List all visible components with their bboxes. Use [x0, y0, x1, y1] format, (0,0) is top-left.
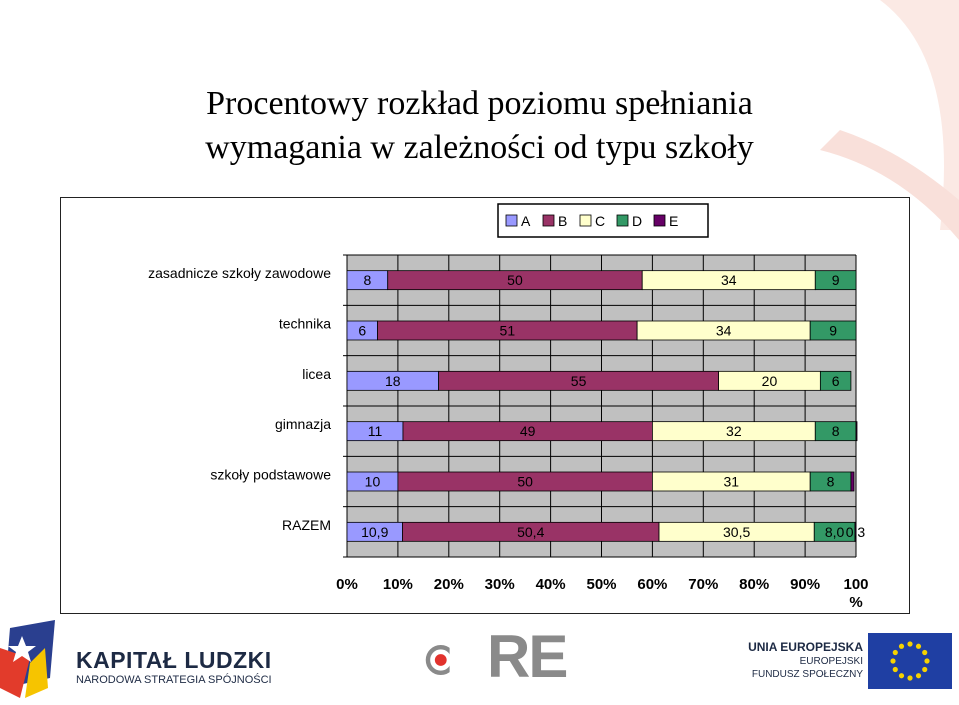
eu-label: UNIA EUROPEJSKA EUROPEJSKI FUNDUSZ SPOŁE… — [748, 640, 863, 681]
eu-star — [922, 649, 928, 656]
eu-line-3: FUNDUSZ SPOŁECZNY — [751, 669, 863, 680]
eu-star — [898, 673, 905, 679]
category-label: technika — [279, 316, 331, 332]
eu-star — [898, 643, 905, 649]
x-tick-label: 10% — [383, 576, 413, 593]
legend-swatch-c — [579, 214, 592, 227]
title-line-2: wymagania w zależności od typu szkoły — [205, 129, 754, 166]
category-label: zasadnicze szkoły zawodowe — [148, 265, 331, 281]
legend-label-e: E — [669, 213, 678, 229]
eu-star — [907, 641, 913, 647]
data-label: 32 — [726, 423, 742, 439]
data-label: 31 — [724, 474, 740, 490]
bar-segment-e — [850, 471, 855, 492]
legend-swatch-a — [505, 214, 518, 227]
data-label: 51 — [500, 323, 516, 339]
ore-logo-text: RE — [487, 623, 568, 690]
data-label: 49 — [520, 423, 536, 439]
data-label: 50 — [507, 272, 523, 288]
data-label: 11 — [368, 423, 383, 439]
x-tick-label: 60% — [637, 576, 667, 593]
data-label: 6 — [832, 373, 840, 389]
eu-line-1: UNIA EUROPEJSKA — [748, 640, 863, 654]
x-tick-label: 90% — [790, 576, 820, 593]
data-label: 9 — [832, 272, 840, 288]
data-label: 0,3 — [846, 524, 866, 540]
data-label: 9 — [829, 323, 837, 339]
eu-flag-icon — [868, 633, 952, 689]
legend-swatch-e — [653, 214, 666, 227]
x-tick-label: 50% — [586, 576, 616, 593]
legend-label-b: B — [558, 213, 567, 229]
legend-box — [497, 203, 709, 238]
x-tick-label: 100 — [843, 576, 868, 593]
data-label: 34 — [721, 272, 737, 288]
x-tick-label: 80% — [739, 576, 769, 593]
kapital-ludzki-logo — [0, 620, 55, 698]
eu-star — [922, 666, 928, 673]
category-label: gimnazja — [275, 416, 331, 432]
category-label: RAZEM — [282, 517, 331, 533]
legend-swatch-b — [542, 214, 555, 227]
legend-swatch-d — [616, 214, 629, 227]
x-tick-label: 20% — [434, 576, 464, 593]
data-label: 8,0 — [825, 524, 845, 540]
chart-frame: 8 50 34 9 zasadnicze szkoły zawodowe 6 51 34 9 te… — [60, 197, 910, 614]
kapital-ludzki-subtitle: NARODOWA STRATEGIA SPÓJNOŚCI — [76, 674, 272, 686]
data-label: 18 — [385, 373, 401, 389]
legend-label-d: D — [632, 213, 642, 229]
eu-star — [890, 658, 896, 664]
data-label: 50,4 — [517, 524, 544, 540]
bar-segment-d — [814, 270, 857, 291]
eu-star — [892, 666, 898, 673]
eu-star — [892, 649, 898, 656]
data-label: 10,9 — [361, 524, 388, 540]
x-tick-label: 70% — [688, 576, 718, 593]
eu-star — [907, 675, 913, 681]
data-label: 55 — [571, 373, 587, 389]
title-line-1: Procentowy rozkład poziomu spełniania — [206, 85, 753, 122]
x-tick-label: 0% — [336, 576, 358, 593]
data-label: 8 — [827, 474, 835, 490]
legend-label-c: C — [595, 213, 605, 229]
eu-star — [915, 643, 922, 649]
data-label: 50 — [517, 474, 533, 490]
data-label: 20 — [762, 373, 778, 389]
data-label: 8 — [363, 272, 371, 288]
eu-star — [924, 658, 930, 664]
data-label: 10 — [365, 474, 381, 490]
bar-segment-d — [819, 370, 852, 391]
ore-logo-mark — [425, 644, 457, 676]
category-label: licea — [302, 366, 331, 382]
x-tick-label-suffix: % — [849, 594, 862, 611]
data-label: 8 — [832, 423, 840, 439]
kapital-ludzki-title: KAPITAŁ LUDZKI — [76, 647, 272, 673]
data-label: 6 — [358, 323, 366, 339]
data-label: 34 — [716, 323, 732, 339]
stacked-bar-chart: 8 50 34 9 zasadnicze szkoły zawodowe 6 51 34 9 te… — [148, 203, 869, 611]
bar-segment-d — [809, 320, 857, 341]
x-tick-label: 30% — [485, 576, 515, 593]
category-label: szkoły podstawowe — [210, 467, 331, 483]
bar-segment-e — [855, 421, 858, 442]
data-label: 30,5 — [723, 524, 750, 540]
eu-line-2: EUROPEJSKI — [799, 656, 863, 667]
eu-star — [915, 673, 922, 679]
x-tick-label: 40% — [536, 576, 566, 593]
bar-segment-e — [854, 521, 857, 542]
page-title: Procentowy rozkład poziomu spełniania wy… — [0, 82, 959, 170]
legend-label-a: A — [521, 213, 531, 229]
